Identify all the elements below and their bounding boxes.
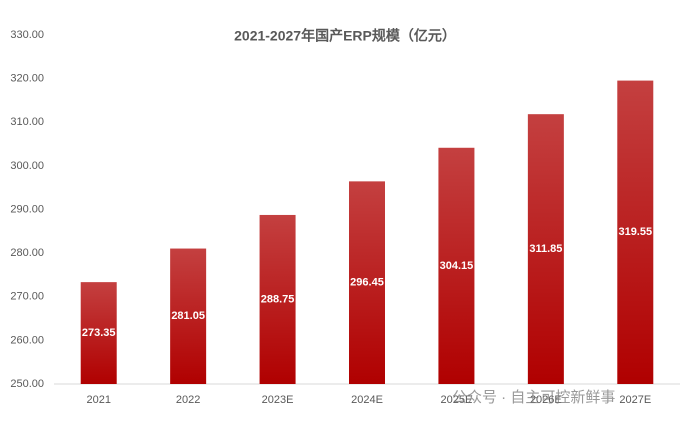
x-tick-label: 2025E: [441, 394, 473, 406]
value-label: 319.55: [618, 226, 652, 238]
chart-title: 2021-2027年国产ERP规模（亿元）: [234, 28, 456, 44]
bar: [527, 114, 564, 384]
bar: [259, 214, 296, 384]
value-label: 311.85: [529, 243, 562, 255]
y-tick-label: 300.00: [10, 160, 44, 172]
value-label: 296.45: [350, 277, 384, 289]
bar: [170, 248, 207, 384]
x-tick-label: 2024E: [351, 394, 383, 406]
y-tick-label: 330.00: [10, 29, 44, 41]
bar: [617, 80, 654, 384]
value-label: 288.75: [261, 293, 295, 305]
watermark: 公众号 · 自主可控新鲜事: [452, 389, 615, 406]
x-tick-label: 2027E: [619, 394, 651, 406]
bar: [349, 181, 385, 384]
y-tick-label: 250.00: [10, 378, 44, 390]
x-tick-label: 2023E: [262, 394, 294, 406]
y-tick-label: 270.00: [10, 291, 44, 303]
bar: [80, 282, 117, 384]
value-label: 273.35: [82, 327, 116, 339]
y-tick-label: 290.00: [10, 203, 44, 215]
x-tick-label: 2026E: [530, 394, 562, 406]
value-label: 281.05: [171, 310, 205, 322]
y-tick-label: 280.00: [10, 247, 44, 259]
x-tick-label: 2021: [86, 394, 110, 406]
y-tick-label: 310.00: [10, 116, 44, 128]
x-tick-label: 2022: [176, 394, 200, 406]
y-tick-label: 320.00: [10, 73, 44, 85]
y-tick-label: 260.00: [10, 334, 44, 346]
value-label: 304.15: [440, 260, 474, 272]
bar: [438, 147, 475, 384]
